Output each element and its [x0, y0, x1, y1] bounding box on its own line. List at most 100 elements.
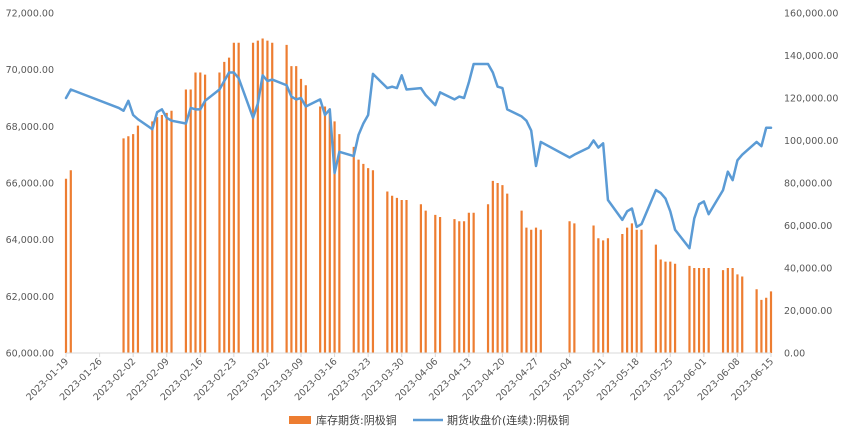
left-axis-tick-label: 72,000.00 — [6, 9, 54, 20]
inventory-bar — [237, 42, 240, 353]
inventory-bar — [769, 291, 773, 354]
inventory-bar — [506, 193, 509, 354]
inventory-bar — [338, 134, 341, 353]
left-axis-tick-label: 60,000.00 — [6, 349, 54, 360]
inventory-bar — [405, 200, 408, 353]
inventory-bar — [194, 72, 197, 353]
inventory-bar — [69, 170, 72, 353]
inventory-bar — [170, 110, 173, 353]
inventory-bar — [122, 138, 125, 354]
inventory-bar — [707, 268, 710, 353]
inventory-bar — [520, 210, 523, 354]
inventory-bar — [534, 227, 538, 354]
legend-bar-label: 库存期货:阴极铜 — [316, 413, 397, 427]
inventory-bar — [362, 163, 365, 354]
inventory-bar — [606, 238, 610, 353]
price-line — [64, 62, 773, 250]
inventory-bar — [165, 112, 168, 354]
inventory-bar — [419, 204, 422, 353]
inventory-bar — [688, 265, 691, 354]
inventory-bar — [592, 225, 595, 353]
right-axis-tick-label: 0.00 — [784, 349, 805, 360]
inventory-bar — [568, 221, 571, 353]
inventory-bar — [319, 106, 322, 353]
inventory-bar — [472, 212, 475, 353]
inventory-bar — [726, 268, 729, 353]
inventory-bar — [486, 204, 490, 353]
inventory-bar — [285, 44, 288, 354]
inventory-bar — [261, 38, 264, 353]
left-axis-tick-label: 70,000.00 — [6, 65, 54, 76]
inventory-bar — [693, 268, 696, 353]
right-axis-tick-label: 120,000.00 — [784, 94, 838, 105]
right-axis-tick-label: 80,000.00 — [784, 179, 832, 190]
inventory-bar — [573, 223, 576, 354]
inventory-bar — [765, 297, 768, 353]
inventory-bar — [386, 191, 389, 353]
right-axis-tick-label: 160,000.00 — [784, 9, 838, 20]
inventory-bar — [290, 66, 293, 354]
inventory-bar — [357, 159, 360, 354]
inventory-bar — [659, 259, 662, 353]
inventory-bar — [251, 42, 255, 353]
legend-bar-swatch — [289, 416, 311, 424]
right-axis-tick-label: 40,000.00 — [784, 264, 832, 275]
inventory-bar — [299, 78, 303, 354]
inventory-bar — [328, 108, 331, 354]
inventory-bar — [218, 72, 221, 353]
inventory-bar — [669, 261, 672, 354]
inventory-bar — [621, 234, 624, 353]
inventory-bar — [496, 183, 499, 353]
inventory-bar — [467, 212, 470, 353]
left-axis-tick-label: 66,000.00 — [6, 179, 54, 190]
inventory-bar — [664, 261, 667, 354]
inventory-bar — [136, 125, 140, 353]
legend-line-label: 期货收盘价(连续):阴极铜 — [447, 413, 569, 427]
inventory-bar — [702, 268, 705, 353]
inventory-bar — [367, 168, 370, 353]
inventory-bar — [424, 210, 427, 354]
inventory-bar — [654, 244, 657, 354]
right-axis-tick-label: 20,000.00 — [784, 306, 832, 317]
inventory-bar — [630, 223, 634, 354]
inventory-bar — [323, 106, 327, 353]
inventory-bar — [160, 115, 164, 353]
inventory-bar — [127, 136, 130, 353]
right-axis-tick-label: 100,000.00 — [784, 136, 838, 147]
left-axis-tick-label: 62,000.00 — [6, 292, 54, 303]
inventory-bar — [760, 299, 763, 354]
inventory-bar — [333, 121, 336, 354]
left-axis-tick-label: 68,000.00 — [6, 122, 54, 133]
inventory-bar — [491, 180, 494, 354]
inventory-bar — [391, 195, 394, 353]
inventory-bar — [501, 185, 504, 354]
inventory-bar — [295, 66, 298, 354]
inventory-bar — [256, 40, 259, 354]
inventory-bar — [597, 238, 600, 353]
inventory-bar — [635, 229, 638, 353]
inventory-bar — [64, 178, 68, 353]
inventory-bar — [395, 197, 399, 354]
inventory-bar — [697, 268, 701, 353]
right-axis-tick-labels: 0.00 20,000.00 40,000.00 60,000.00 80,000.00… — [784, 9, 838, 360]
inventory-bar — [199, 72, 202, 353]
x-axis-tick-labels: 2023-01-192023-01-262023-02-022023-02-09… — [24, 356, 776, 403]
inventory-bar — [721, 270, 725, 354]
inventory-bar — [184, 89, 187, 353]
inventory-bar — [434, 214, 437, 354]
inventory-bar — [400, 200, 403, 353]
right-axis-tick-label: 140,000.00 — [784, 51, 838, 62]
inventory-bar — [271, 42, 274, 353]
inventory-bar — [640, 229, 643, 353]
inventory-bar — [223, 61, 226, 354]
inventory-bars — [64, 38, 773, 354]
inventory-bar — [741, 276, 744, 353]
inventory-bar — [525, 227, 528, 354]
inventory-bar — [731, 268, 734, 353]
inventory-bar — [132, 134, 135, 353]
inventory-bar — [203, 74, 207, 354]
left-axis-tick-labels: 60,000.00 62,000.00 64,000.00 66,000.00 68,0… — [6, 9, 54, 360]
right-axis-tick-label: 60,000.00 — [784, 221, 832, 232]
inventory-bar — [227, 57, 231, 354]
inventory-bar — [755, 289, 758, 353]
